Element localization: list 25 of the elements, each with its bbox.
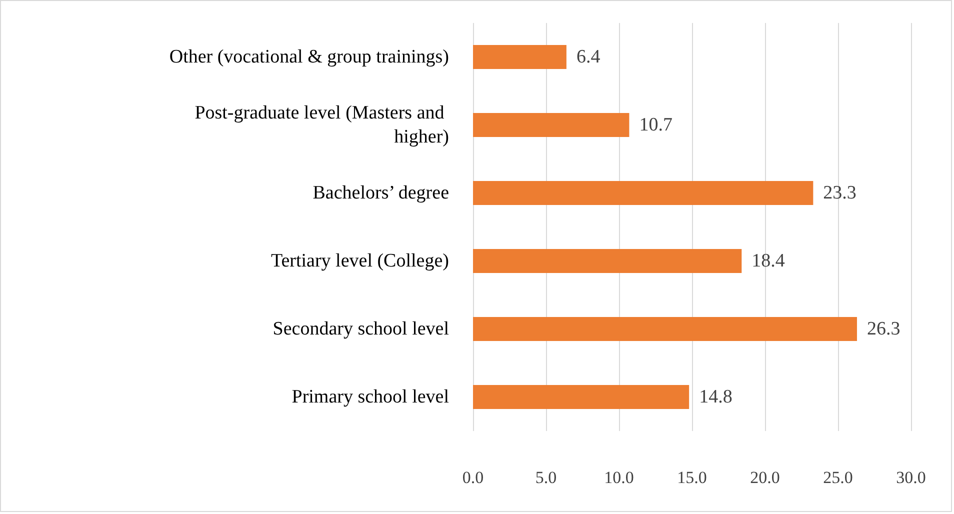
bar [473,249,742,273]
data-label: 18.4 [752,250,786,272]
y-tick-label: Bachelors’ degree [312,182,449,204]
bar [473,385,690,409]
bar [473,181,814,205]
data-label: 23.3 [823,182,856,204]
x-tick-label: 25.0 [823,468,853,487]
data-label: 10.7 [639,114,672,136]
data-label: 6.4 [576,46,601,68]
bar [473,113,630,137]
x-tick-label: 20.0 [750,468,780,487]
y-tick-label: Other (vocational & group trainings) [169,46,449,68]
bar [473,317,857,341]
bar [473,45,566,69]
x-tick-label: 5.0 [535,468,557,487]
data-label: 26.3 [866,318,900,340]
y-tick-label: Primary school level [292,386,449,408]
y-tick-label: Tertiary level (College) [270,250,449,272]
x-tick-label: 0.0 [462,468,484,487]
y-tick-label: Secondary school level [272,318,449,340]
x-tick-label: 10.0 [604,468,634,487]
data-label: 14.8 [699,386,732,408]
y-tick-label: Post-graduate level (Masters and higher) [194,102,449,148]
x-tick-label: 15.0 [677,468,707,487]
x-tick-label: 30.0 [896,468,926,487]
